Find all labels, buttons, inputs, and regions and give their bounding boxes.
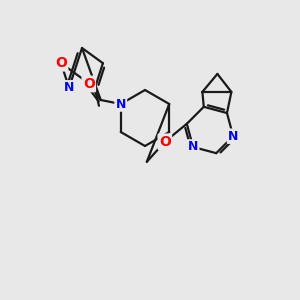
- Text: N: N: [188, 140, 198, 154]
- Text: O: O: [55, 56, 67, 70]
- Text: O: O: [159, 135, 171, 149]
- Text: O: O: [83, 77, 95, 91]
- Text: N: N: [64, 81, 74, 94]
- Text: N: N: [228, 130, 238, 143]
- Text: N: N: [116, 98, 126, 110]
